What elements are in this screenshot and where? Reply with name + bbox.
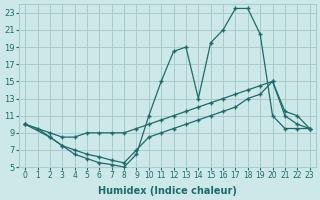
X-axis label: Humidex (Indice chaleur): Humidex (Indice chaleur)	[98, 186, 237, 196]
